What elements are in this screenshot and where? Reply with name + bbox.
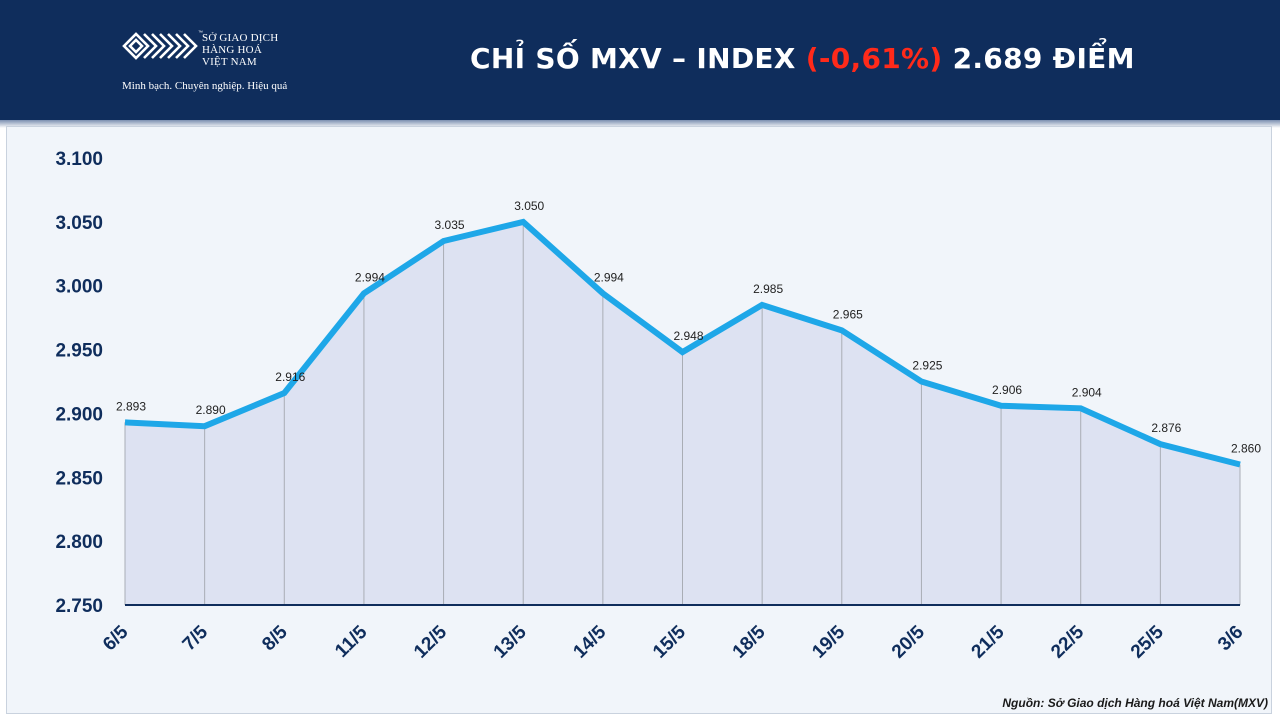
y-tick-label: 2.950 [55, 341, 103, 362]
y-tick-label: 3.050 [55, 213, 103, 234]
data-label: 2.906 [992, 383, 1022, 397]
data-label: 3.035 [435, 218, 465, 232]
source-note: Nguồn: Sở Giao dịch Hàng hoá Việt Nam(MX… [1002, 696, 1268, 710]
y-tick-label: 3.100 [55, 149, 103, 170]
series-line [124, 218, 1241, 468]
x-tick-label: 14/5 [569, 621, 610, 662]
x-tick-label: 7/5 [179, 621, 213, 655]
title-change: (-0,61%) [805, 42, 943, 75]
x-tick-label: 12/5 [410, 621, 451, 662]
data-label: 2.904 [1072, 385, 1102, 399]
header-banner: ™ SỞ GIAO DỊCH HÀNG HOÁ VIỆT NAM Minh bạ… [0, 0, 1280, 120]
y-tick-label: 3.000 [55, 277, 103, 298]
data-label: 2.994 [355, 270, 385, 284]
title-value: 2.689 ĐIỂM [942, 42, 1135, 75]
data-label: 3.050 [514, 199, 544, 213]
data-label: 2.893 [116, 399, 146, 413]
data-label: 2.925 [912, 359, 942, 373]
data-label: 2.890 [196, 403, 226, 417]
logo-line-3: VIỆT NAM [202, 56, 257, 68]
page-title: CHỈ SỐ MXV – INDEX (-0,61%) 2.689 ĐIỂM [470, 42, 1135, 75]
x-tick-label: 3/6 [1214, 622, 1248, 656]
data-label: 2.860 [1231, 442, 1261, 456]
x-tick-label: 18/5 [729, 621, 770, 662]
x-tick-label: 6/5 [99, 621, 133, 655]
mxv-logo: ™ SỞ GIAO DỊCH HÀNG HOÁ VIỆT NAM Minh bạ… [122, 26, 322, 96]
data-label: 2.948 [673, 329, 703, 343]
data-label: 2.916 [275, 370, 305, 384]
y-tick-label: 2.850 [55, 468, 103, 489]
y-tick-label: 2.800 [55, 532, 103, 553]
x-tick-label: 13/5 [490, 621, 531, 662]
y-tick-label: 2.900 [55, 404, 103, 425]
title-main: CHỈ SỐ MXV – INDEX [470, 42, 806, 75]
x-tick-label: 22/5 [1047, 621, 1088, 662]
x-tick-label: 15/5 [649, 621, 690, 662]
data-label: 2.994 [594, 270, 624, 284]
logo-line-2: HÀNG HOÁ [202, 44, 262, 56]
y-tick-label: 2.750 [55, 596, 103, 617]
logo-line-1: SỞ GIAO DỊCH [202, 32, 279, 44]
data-label: 2.965 [833, 307, 863, 321]
logo-trademark: ™ [198, 30, 203, 36]
mxv-logo-mark-icon [122, 32, 198, 60]
x-tick-label: 20/5 [888, 621, 929, 662]
logo-slogan: Minh bạch. Chuyên nghiệp. Hiệu quả [122, 80, 288, 92]
data-label: 2.985 [753, 282, 783, 296]
x-tick-label: 25/5 [1127, 621, 1168, 662]
data-label: 2.876 [1151, 421, 1181, 435]
x-tick-label: 21/5 [968, 621, 1009, 662]
header-shadow [0, 120, 1280, 128]
x-tick-label: 11/5 [331, 621, 372, 662]
x-tick-label: 19/5 [808, 621, 849, 662]
x-tick-label: 8/5 [258, 621, 292, 655]
